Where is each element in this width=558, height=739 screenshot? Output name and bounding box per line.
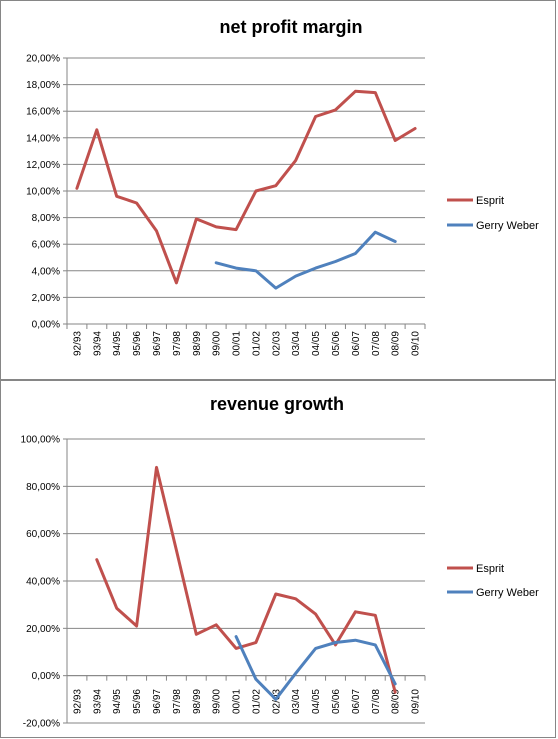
y-tick-label: 20,00% (26, 54, 60, 65)
y-tick-label: 80,00% (26, 482, 60, 493)
legend-label: Esprit (476, 195, 504, 207)
x-tick-label: 05/06 (331, 689, 342, 714)
x-tick-label: 00/01 (232, 331, 243, 356)
x-tick-label: 03/04 (291, 689, 302, 714)
chart-title: net profit margin (220, 17, 363, 37)
x-tick-label: 98/99 (192, 331, 203, 356)
net-profit-margin-svg: net profit margin 0,00% 2,00% 4,00% 6,00% 8,0… (26, 17, 539, 356)
series-line-gerry-weber (214, 230, 397, 290)
x-tick-label: 94/95 (112, 689, 123, 714)
y-tick-label: 0,00% (32, 320, 60, 331)
y-tick-label: -20,00% (23, 719, 60, 730)
series-line-esprit (75, 89, 417, 285)
x-tick-label: 07/08 (371, 331, 382, 356)
x-tick-label: 08/09 (391, 331, 402, 356)
x-tick-label: 09/10 (411, 689, 422, 714)
x-tick-label: 97/98 (172, 331, 183, 356)
x-tick-label: 96/97 (152, 331, 163, 356)
series-line-gerry-weber (234, 635, 397, 701)
x-tick-label: 92/93 (72, 689, 83, 714)
x-tick-label: 05/06 (331, 331, 342, 356)
x-tick-label: 94/95 (112, 331, 123, 356)
series-line-esprit (95, 465, 397, 694)
x-tick-label: 00/01 (232, 689, 243, 714)
y-tick-label: 60,00% (26, 529, 60, 540)
x-tick-label: 03/04 (291, 331, 302, 356)
x-tick-label: 93/94 (92, 689, 103, 714)
chart-title: revenue growth (210, 394, 344, 414)
y-tick-label: 16,00% (26, 107, 60, 118)
x-tick-label: 95/96 (132, 331, 143, 356)
legend-label: Gerry Weber (476, 220, 539, 232)
legend-label: Esprit (476, 563, 504, 575)
x-tick-label: 06/07 (351, 331, 362, 356)
x-tick-label: 98/99 (192, 689, 203, 714)
x-tick-label: 09/10 (411, 331, 422, 356)
x-tick-label: 08/09 (391, 689, 402, 714)
x-tick-label: 99/00 (212, 689, 223, 714)
x-tick-label: 99/00 (212, 331, 223, 356)
x-tick-label: 04/05 (311, 331, 322, 356)
x-tick-label: 02/03 (271, 331, 282, 356)
y-tick-label: 0,00% (32, 671, 60, 682)
x-tick-label: 04/05 (311, 689, 322, 714)
y-tick-label: 4,00% (32, 266, 60, 277)
x-tick-label: 06/07 (351, 689, 362, 714)
y-tick-label: 40,00% (26, 577, 60, 588)
y-tick-label: 18,00% (26, 80, 60, 91)
y-tick-label: 6,00% (32, 240, 60, 251)
x-tick-label: 01/02 (251, 331, 262, 356)
y-tick-label: 8,00% (32, 213, 60, 224)
revenue-growth-svg: revenue growth -20,00% 0,00% 20,00% 40,00% 60… (21, 394, 540, 730)
y-tick-label: 100,00% (21, 435, 61, 446)
x-tick-label: 96/97 (152, 689, 163, 714)
y-tick-label: 20,00% (26, 624, 60, 635)
revenue-growth-chart: revenue growth -20,00% 0,00% 20,00% 40,00% 60… (0, 380, 556, 738)
x-tick-label: 01/02 (251, 689, 262, 714)
x-tick-label: 92/93 (72, 331, 83, 356)
x-tick-label: 93/94 (92, 331, 103, 356)
y-tick-label: 10,00% (26, 187, 60, 198)
y-tick-label: 14,00% (26, 133, 60, 144)
y-tick-label: 12,00% (26, 160, 60, 171)
x-tick-label: 07/08 (371, 689, 382, 714)
x-tick-label: 97/98 (172, 689, 183, 714)
y-tick-label: 2,00% (32, 293, 60, 304)
x-tick-label: 02/03 (271, 689, 282, 714)
x-tick-label: 95/96 (132, 689, 143, 714)
net-profit-margin-chart: net profit margin 0,00% 2,00% 4,00% 6,00% 8,0… (0, 0, 556, 380)
legend-label: Gerry Weber (476, 587, 539, 599)
